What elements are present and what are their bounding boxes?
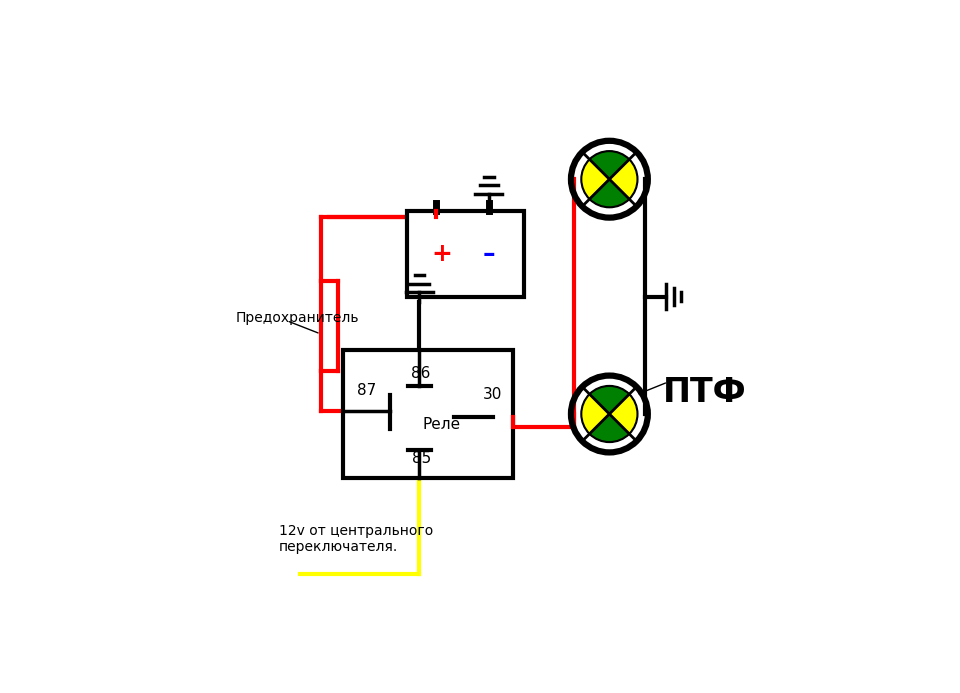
- Text: 12v от центрального
переключателя.: 12v от центрального переключателя.: [278, 525, 433, 554]
- Wedge shape: [610, 394, 637, 434]
- Wedge shape: [589, 179, 629, 207]
- Wedge shape: [610, 159, 637, 199]
- Circle shape: [582, 152, 637, 207]
- Wedge shape: [589, 386, 629, 414]
- Wedge shape: [589, 152, 629, 179]
- Text: 86: 86: [412, 365, 431, 380]
- Circle shape: [582, 386, 637, 441]
- Wedge shape: [582, 159, 610, 199]
- FancyBboxPatch shape: [343, 350, 514, 478]
- Text: –: –: [483, 242, 495, 266]
- FancyBboxPatch shape: [407, 211, 524, 297]
- Text: 30: 30: [483, 387, 502, 403]
- Text: 87: 87: [357, 383, 376, 398]
- Text: 85: 85: [412, 451, 431, 466]
- Wedge shape: [582, 394, 610, 434]
- Text: Предохранитель: Предохранитель: [236, 311, 359, 325]
- Wedge shape: [589, 414, 629, 441]
- Text: +: +: [431, 242, 452, 266]
- Text: Реле: Реле: [422, 416, 461, 432]
- Text: ПТФ: ПТФ: [662, 376, 746, 409]
